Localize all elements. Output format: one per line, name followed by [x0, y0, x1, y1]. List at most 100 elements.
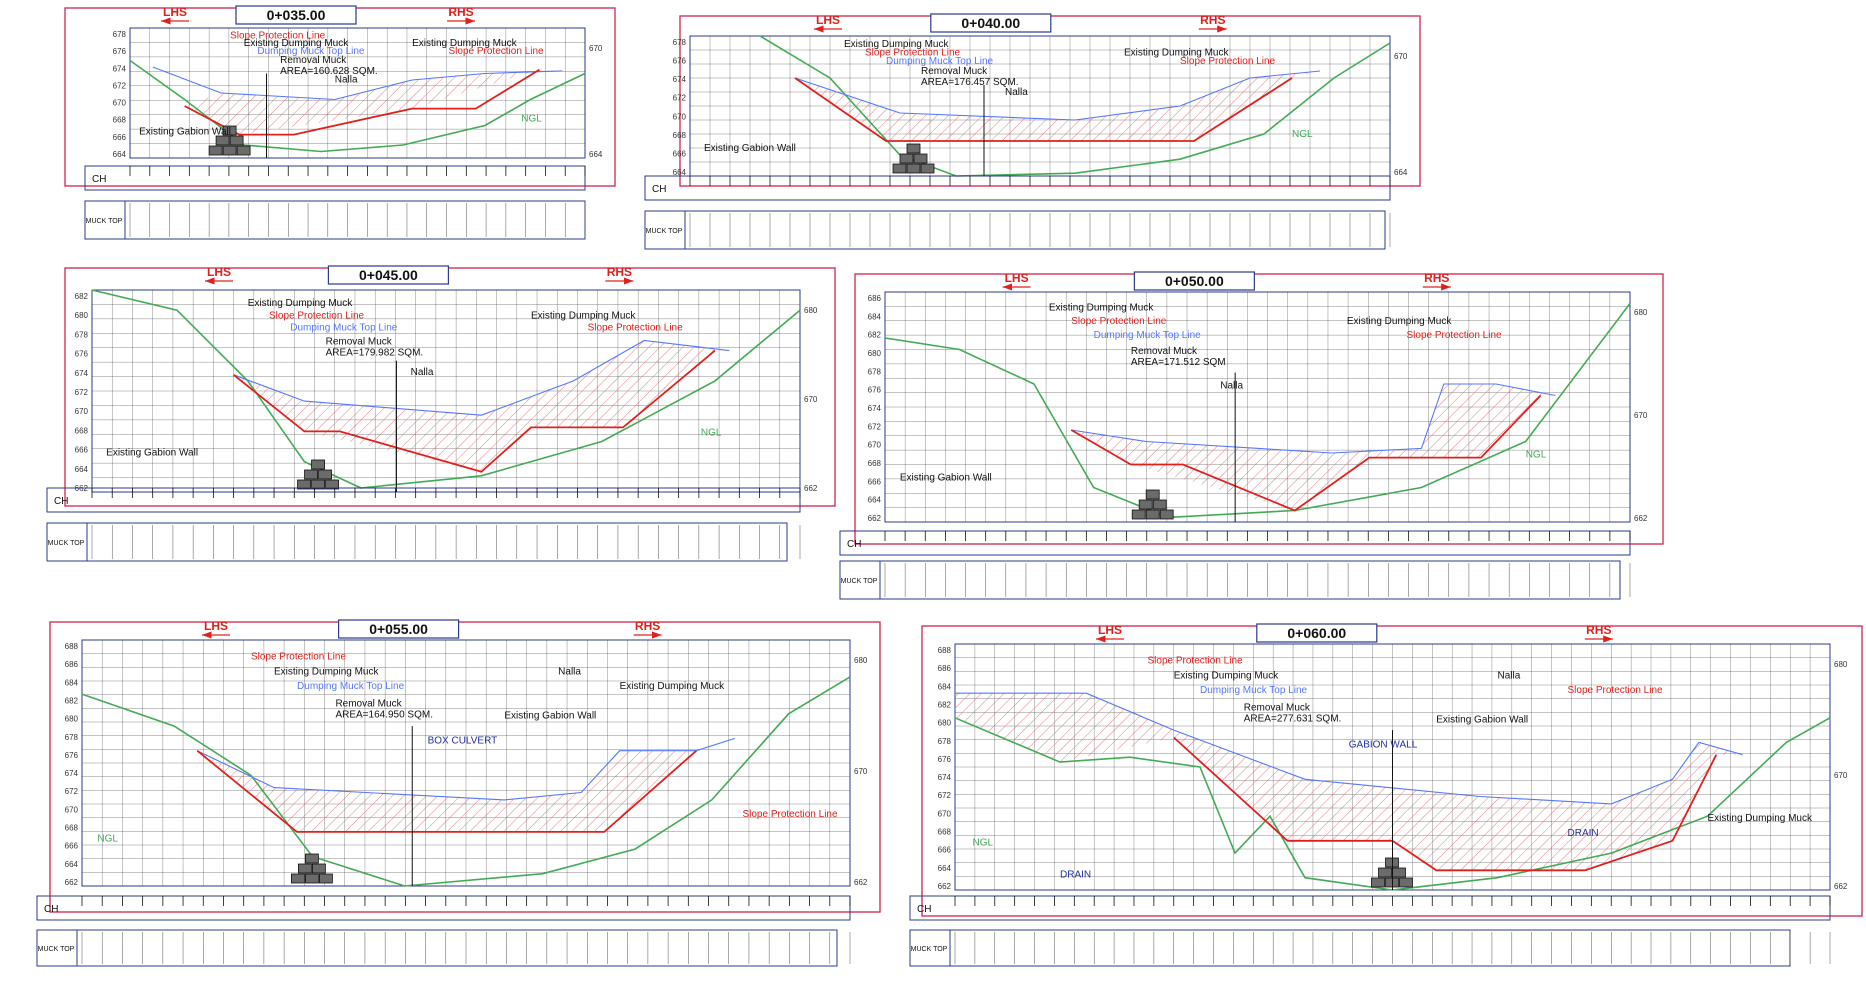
- annotation-label: Slope Protection Line: [251, 652, 347, 663]
- lhs-label: LHS: [1005, 271, 1029, 285]
- annotation-label: Existing Dumping Muck: [620, 681, 725, 692]
- elevation-tick-left: 666: [113, 133, 127, 142]
- dumping-muck-top-line: [955, 692, 1743, 805]
- elevation-tick-left: 670: [673, 112, 687, 121]
- elevation-tick-right: 670: [1834, 771, 1848, 780]
- gabion-wall-block: [913, 153, 928, 164]
- removal-muck-hatch: [1071, 384, 1556, 511]
- elevation-tick-left: 672: [113, 81, 127, 90]
- cross-section-0-060.00: 688 686 684 682 680 678 676 674 672 670 668 666 664 6…: [909, 623, 1863, 967]
- elevation-tick-left: 674: [75, 369, 89, 378]
- ch-axis-strip: [909, 895, 1831, 921]
- annotation-label: Dumping Muck Top Line: [290, 322, 398, 333]
- annotation-label: Existing Gabion Wall: [1436, 715, 1528, 726]
- muck-top-strip: [909, 929, 1791, 967]
- section-frame: [64, 7, 616, 187]
- annotation-label: Dumping Muck Top Line: [257, 46, 365, 57]
- area-label: AREA=160.628 SQM.: [280, 66, 378, 77]
- muck-top-label: MUCK TOP: [646, 228, 683, 235]
- section-frame: [921, 625, 1863, 917]
- muck-top-strip: [36, 929, 838, 967]
- gabion-wall-block: [222, 125, 237, 136]
- elevation-tick-left: 680: [868, 349, 882, 358]
- elevation-tick-right: 680: [1634, 308, 1648, 317]
- annotation-label: Nalla: [1498, 670, 1521, 681]
- elevation-tick-right: 670: [854, 767, 868, 776]
- slope-protection-line: [233, 349, 716, 473]
- elevation-tick-right: 670: [589, 44, 603, 53]
- rhs-label: RHS: [635, 619, 660, 633]
- slope-protection-line: [196, 750, 697, 833]
- section-title-box: [327, 265, 449, 285]
- ch-label: CH: [92, 174, 106, 185]
- plot-area: [129, 27, 586, 159]
- annotation-label: Removal Muck: [335, 698, 402, 709]
- gabion-wall-block: [892, 163, 907, 174]
- elevation-tick-left: 672: [673, 94, 687, 103]
- annotation-label: Existing Dumping Muck: [1708, 813, 1813, 824]
- muck-top-label: MUCK TOP: [38, 946, 75, 953]
- elevation-tick-left: 664: [65, 860, 79, 869]
- section-title-box: [1256, 623, 1378, 643]
- elevation-tick-left: 682: [938, 700, 952, 709]
- annotation-label: Slope Protection Line: [588, 322, 684, 333]
- annotation-label: Existing Dumping Muck: [1049, 302, 1154, 313]
- elevation-tick-left: 666: [938, 846, 952, 855]
- elevation-tick-left: 674: [868, 404, 882, 413]
- elevation-tick-left: 668: [938, 828, 952, 837]
- elevation-tick-left: 666: [75, 446, 89, 455]
- annotation-label: Slope Protection Line: [269, 310, 365, 321]
- gabion-wall-block: [899, 153, 914, 164]
- elevation-tick-left: 680: [75, 311, 89, 320]
- annotation-label: Slope Protection Line: [1180, 56, 1276, 67]
- area-label: AREA=179.982 SQM.: [326, 348, 424, 359]
- lhs-label: LHS: [816, 13, 840, 27]
- muck-top-strip: [84, 200, 586, 240]
- annotation-label: Nalla: [335, 75, 358, 86]
- gabion-wall-block: [304, 873, 319, 884]
- gabion-wall-block: [920, 163, 935, 174]
- gabion-wall-block: [1392, 867, 1406, 878]
- annotation-label: Existing Gabion Wall: [900, 473, 992, 484]
- elevation-tick-left: 666: [868, 477, 882, 486]
- ch-label: CH: [917, 904, 931, 915]
- lhs-label: LHS: [207, 265, 231, 279]
- muck-top-strip: [644, 210, 1386, 250]
- elevation-tick-left: 672: [868, 422, 882, 431]
- section-title: 0+045.00: [359, 267, 418, 283]
- ch-axis-strip: [46, 487, 801, 513]
- elevation-tick-left: 682: [65, 696, 79, 705]
- section-title: 0+040.00: [961, 15, 1020, 31]
- elevation-tick-right: 680: [854, 656, 868, 665]
- annotation-label: Nalla: [1005, 87, 1028, 98]
- elevation-tick-left: 664: [673, 168, 687, 177]
- ch-label: CH: [847, 539, 861, 550]
- elevation-tick-left: 670: [113, 99, 127, 108]
- elevation-tick-left: 678: [938, 737, 952, 746]
- rhs-label: RHS: [1586, 623, 1611, 637]
- elevation-tick-left: 676: [75, 350, 89, 359]
- annotation-label: NGL: [1526, 450, 1547, 461]
- elevation-tick-left: 670: [868, 441, 882, 450]
- annotation-label: DRAIN: [1060, 870, 1091, 881]
- section-title-box: [1133, 271, 1255, 291]
- gabion-wall-block: [311, 459, 325, 470]
- elevation-tick-left: 680: [65, 715, 79, 724]
- annotation-label: Dumping Muck Top Line: [1200, 685, 1308, 696]
- elevation-tick-left: 664: [75, 465, 89, 474]
- slope-protection-line: [1070, 394, 1542, 512]
- annotation-label: GABION WALL: [1349, 739, 1418, 750]
- gabion-wall-block: [1399, 877, 1413, 888]
- cross-section-0-035.00: 678 676 674 672 670 668 666 664 670 664 0+035.00 LH…: [64, 5, 616, 240]
- ngl-line: [954, 717, 1831, 891]
- annotation-label: Slope Protection Line: [449, 46, 545, 57]
- elevation-tick-left: 678: [75, 330, 89, 339]
- annotation-label: Nalla: [411, 367, 434, 378]
- muck-top-strip: [839, 560, 1621, 600]
- gabion-wall-block: [906, 163, 921, 174]
- elevation-tick-right: 680: [1834, 660, 1848, 669]
- removal-muck-hatch: [795, 71, 1320, 141]
- annotation-label: Slope Protection Line: [1407, 330, 1503, 341]
- elevation-tick-left: 682: [868, 331, 882, 340]
- rhs-label: RHS: [607, 265, 632, 279]
